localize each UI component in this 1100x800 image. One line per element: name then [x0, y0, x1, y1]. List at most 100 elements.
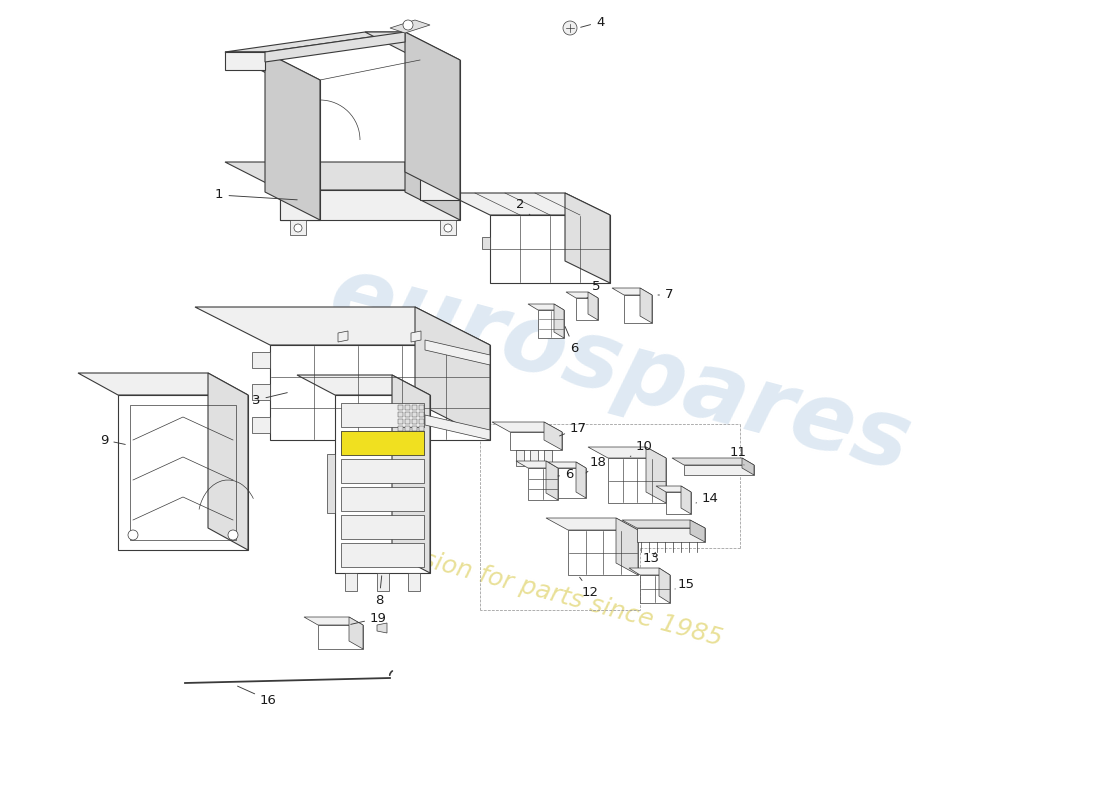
- Polygon shape: [588, 292, 598, 320]
- Polygon shape: [415, 307, 490, 440]
- Polygon shape: [377, 573, 389, 591]
- Polygon shape: [252, 417, 270, 433]
- Polygon shape: [425, 340, 490, 365]
- Text: 15: 15: [675, 578, 695, 591]
- Bar: [398, 419, 403, 424]
- Circle shape: [403, 20, 412, 30]
- Polygon shape: [646, 447, 666, 503]
- Circle shape: [228, 530, 238, 540]
- Polygon shape: [390, 20, 430, 33]
- Bar: [412, 412, 417, 417]
- Polygon shape: [544, 422, 562, 450]
- Text: 17: 17: [560, 422, 587, 436]
- Text: 8: 8: [375, 576, 384, 606]
- Polygon shape: [411, 331, 421, 342]
- Polygon shape: [528, 468, 558, 500]
- Polygon shape: [656, 486, 691, 492]
- Polygon shape: [640, 575, 670, 603]
- Bar: [419, 412, 424, 417]
- Polygon shape: [566, 292, 598, 298]
- Polygon shape: [576, 462, 586, 498]
- Text: eurospares: eurospares: [319, 248, 921, 492]
- Bar: [341, 487, 424, 511]
- Bar: [405, 412, 410, 417]
- Circle shape: [444, 224, 452, 232]
- Polygon shape: [208, 373, 248, 550]
- Text: 16: 16: [238, 686, 277, 706]
- Polygon shape: [490, 215, 610, 283]
- Text: 9: 9: [100, 434, 125, 446]
- Polygon shape: [405, 162, 460, 220]
- Polygon shape: [482, 237, 490, 249]
- Text: 7: 7: [658, 289, 673, 302]
- Bar: [341, 403, 424, 427]
- Polygon shape: [377, 623, 387, 633]
- Polygon shape: [624, 295, 652, 323]
- Bar: [419, 426, 424, 431]
- Bar: [341, 543, 424, 567]
- Polygon shape: [226, 52, 320, 80]
- Polygon shape: [546, 461, 558, 500]
- Polygon shape: [252, 384, 270, 400]
- Text: 14: 14: [696, 491, 719, 505]
- Polygon shape: [345, 573, 358, 591]
- Polygon shape: [568, 530, 638, 575]
- Text: 4: 4: [581, 15, 604, 29]
- Polygon shape: [672, 458, 754, 465]
- Polygon shape: [226, 52, 265, 70]
- Polygon shape: [544, 450, 552, 466]
- Polygon shape: [290, 220, 306, 235]
- Polygon shape: [528, 304, 564, 310]
- Polygon shape: [612, 288, 652, 295]
- Text: 6: 6: [558, 469, 573, 482]
- Polygon shape: [637, 528, 705, 542]
- Polygon shape: [280, 80, 320, 220]
- Bar: [398, 405, 403, 410]
- Polygon shape: [616, 518, 638, 575]
- Text: 5: 5: [587, 281, 601, 298]
- Polygon shape: [405, 32, 460, 200]
- Polygon shape: [629, 568, 670, 575]
- Bar: [341, 515, 424, 539]
- Polygon shape: [558, 468, 586, 498]
- Text: 10: 10: [630, 441, 653, 457]
- Polygon shape: [516, 461, 558, 468]
- Polygon shape: [280, 190, 460, 220]
- Text: 18: 18: [586, 455, 607, 473]
- Polygon shape: [336, 395, 430, 573]
- Bar: [419, 405, 424, 410]
- Text: 6: 6: [565, 326, 579, 354]
- Polygon shape: [252, 352, 270, 368]
- Polygon shape: [265, 52, 320, 220]
- Polygon shape: [304, 617, 363, 625]
- Polygon shape: [576, 298, 598, 320]
- Text: 12: 12: [580, 578, 600, 598]
- Bar: [398, 426, 403, 431]
- Bar: [405, 419, 410, 424]
- Polygon shape: [742, 458, 754, 475]
- Polygon shape: [548, 462, 586, 468]
- Polygon shape: [318, 625, 363, 649]
- Polygon shape: [690, 520, 705, 542]
- Bar: [341, 431, 424, 455]
- Polygon shape: [365, 32, 460, 60]
- Bar: [341, 431, 424, 455]
- Bar: [405, 426, 410, 431]
- Circle shape: [563, 21, 578, 35]
- Polygon shape: [666, 492, 691, 514]
- Polygon shape: [621, 520, 705, 528]
- Bar: [419, 419, 424, 424]
- Polygon shape: [510, 432, 562, 450]
- Bar: [341, 459, 424, 483]
- Polygon shape: [392, 375, 430, 573]
- Polygon shape: [265, 32, 405, 62]
- Polygon shape: [565, 193, 610, 283]
- Polygon shape: [118, 395, 248, 550]
- Polygon shape: [516, 450, 524, 466]
- Circle shape: [128, 530, 138, 540]
- Polygon shape: [420, 60, 460, 200]
- Bar: [398, 412, 403, 417]
- Polygon shape: [681, 486, 691, 514]
- Polygon shape: [297, 375, 430, 395]
- Text: 11: 11: [730, 446, 747, 465]
